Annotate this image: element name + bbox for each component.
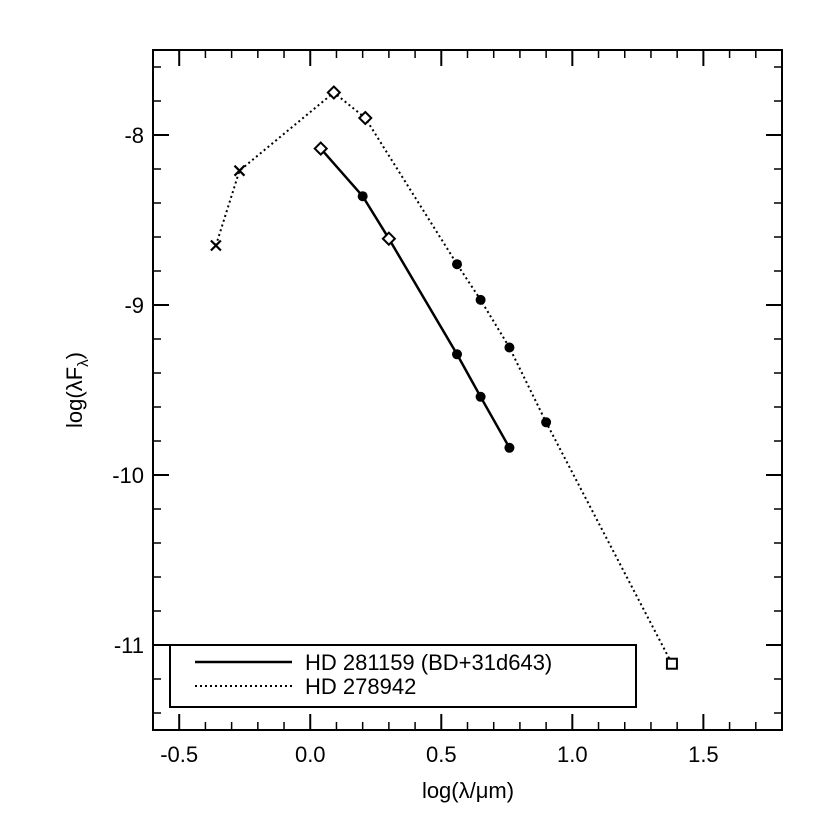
x-axis-label: log(λ/μm)	[422, 778, 514, 803]
x-tick-labels: -0.5 0.0 0.5 1.0 1.5	[160, 742, 718, 767]
y-axis-label: log(λFλ)	[62, 352, 92, 428]
data-point-circle	[504, 442, 515, 453]
series-1-line	[319, 147, 511, 449]
y-axis-label-main: log(λF	[62, 367, 87, 428]
y-tick-label: -9	[124, 293, 144, 318]
legend-label-series-2: HD 278942	[305, 674, 416, 699]
y-tick-label: -10	[112, 463, 144, 488]
data-point-diamond	[381, 231, 397, 247]
data-point-circle	[452, 349, 463, 360]
data-point-x	[210, 239, 222, 252]
y-tick-labels: -8 -9 -10 -11	[112, 123, 144, 658]
data-point-x	[233, 164, 246, 177]
data-point-diamond	[357, 110, 373, 126]
data-point-diamond	[313, 141, 329, 157]
x-tick-label: 1.0	[557, 742, 588, 767]
data-point-circle	[504, 342, 515, 353]
data-point-circle	[475, 294, 486, 305]
x-tick-label: 1.5	[688, 742, 719, 767]
data-point-circle	[357, 191, 368, 202]
data-point-circle	[475, 391, 486, 402]
series-1	[313, 141, 515, 453]
data-point-square	[665, 657, 678, 670]
plot-frame	[152, 49, 783, 731]
legend-box	[169, 644, 637, 708]
legend-label-series-1: HD 281159 (BD+31d643)	[305, 650, 552, 675]
x-tick-label: 0.0	[295, 742, 326, 767]
data-point-circle	[452, 259, 463, 270]
legend: HD 281159 (BD+31d643) HD 278942	[169, 644, 637, 708]
x-tick-label: -0.5	[160, 742, 198, 767]
y-tick-label: -8	[124, 123, 144, 148]
y-axis-label-sub: λ	[75, 359, 92, 367]
data-point-circle	[541, 417, 552, 428]
data-point-diamond	[326, 85, 342, 100]
y-tick-label: -11	[114, 633, 144, 658]
series-2	[210, 85, 678, 670]
axis-ticks	[152, 50, 783, 730]
series-layer	[210, 85, 678, 670]
x-tick-label: 0.5	[426, 742, 457, 767]
y-axis-label-close: )	[62, 352, 87, 359]
